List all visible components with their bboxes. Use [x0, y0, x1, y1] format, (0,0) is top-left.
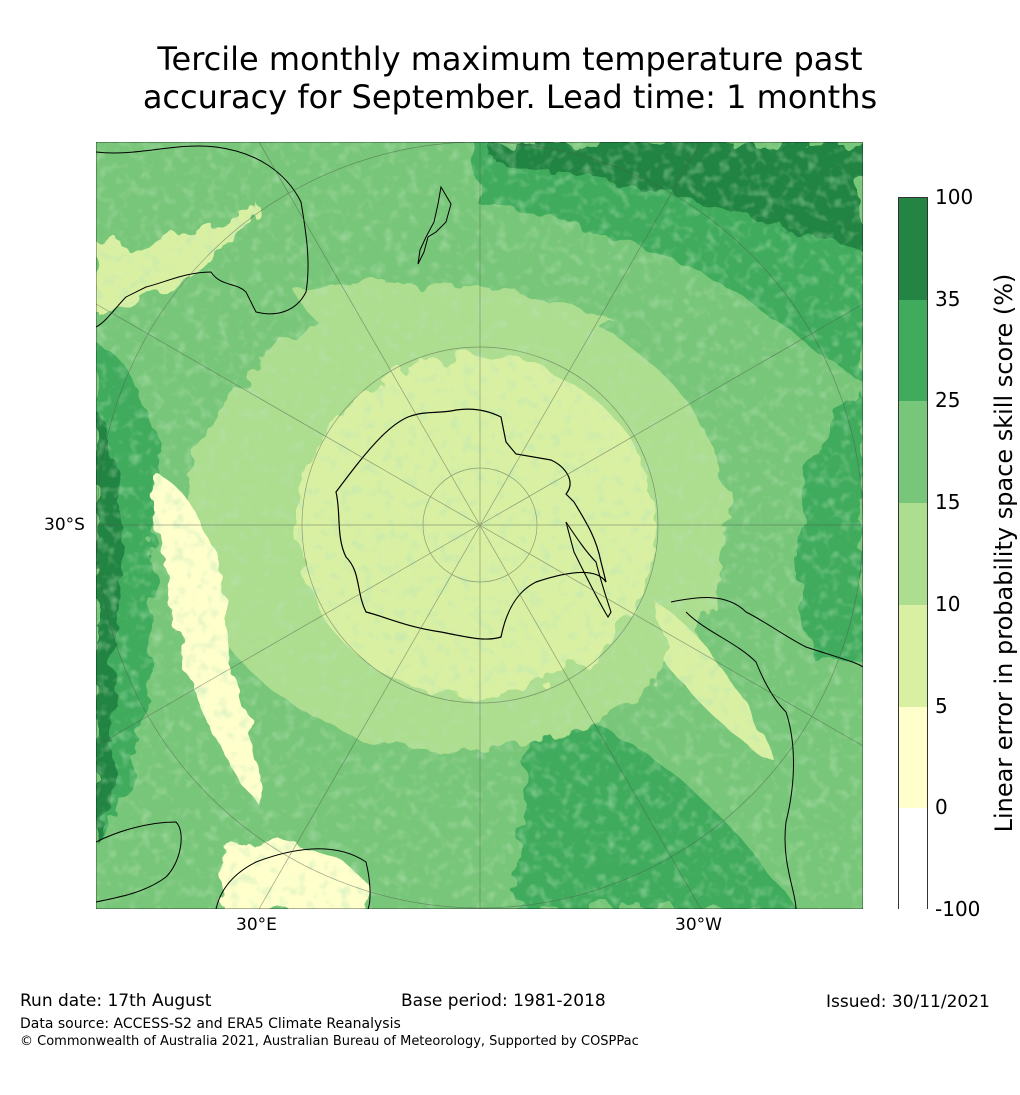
- run-date: Run date: 17th August: [20, 991, 212, 1011]
- new-zealand-coast: [417, 185, 452, 265]
- australia-coast: [96, 145, 309, 328]
- copyright: © Commonwealth of Australia 2021, Austra…: [20, 1034, 639, 1049]
- colorbar-tick-label: -100: [935, 897, 981, 921]
- colorbar-tick-label: 0: [935, 795, 948, 820]
- map-svg: [96, 142, 863, 909]
- title-line-1: Tercile monthly maximum temperature past: [157, 40, 863, 78]
- colorbar-tick-label: 15: [935, 490, 961, 515]
- tick-label-lon-east: 30°E: [236, 915, 277, 935]
- colorbar-segment: [899, 299, 927, 402]
- base-period: Base period: 1981-2018: [401, 991, 606, 1011]
- colorbar-tick-label: 10: [935, 591, 961, 616]
- colorbar-segment: [899, 808, 927, 910]
- tick-label-lat: 30°S: [44, 515, 85, 535]
- tick-label-lon-west: 30°W: [675, 915, 722, 935]
- colorbar-tick-label: 25: [935, 388, 961, 413]
- colorbar-axis-label: Linear error in probability space skill …: [990, 273, 1018, 833]
- colorbar-segment: [899, 198, 927, 300]
- colorbar-segment: [899, 401, 927, 504]
- africa-coast: [215, 848, 371, 909]
- colorbar-tick-label: 100: [935, 185, 974, 209]
- colorbar-tick-label: 35: [935, 286, 961, 311]
- data-source: Data source: ACCESS-S2 and ERA5 Climate …: [20, 1016, 401, 1032]
- graticule: [96, 142, 863, 909]
- meridian-120: [96, 303, 863, 747]
- colorbar-segment: [899, 706, 927, 809]
- colorbar-segment: [899, 604, 927, 707]
- colorbar-segment: [899, 503, 927, 605]
- madagascar-coast: [96, 821, 182, 903]
- title-line-2: accuracy for September. Lead time: 1 mon…: [142, 78, 878, 116]
- colorbar-tick-label: 5: [935, 693, 948, 718]
- issued-date: Issued: 30/11/2021: [826, 992, 990, 1012]
- skill-speckle: [96, 142, 863, 909]
- chart-title: Tercile monthly maximum temperature past…: [0, 40, 1020, 116]
- antarctica-coastline: [335, 408, 607, 640]
- skill-score-map: [96, 142, 863, 909]
- colorbar: [898, 197, 928, 910]
